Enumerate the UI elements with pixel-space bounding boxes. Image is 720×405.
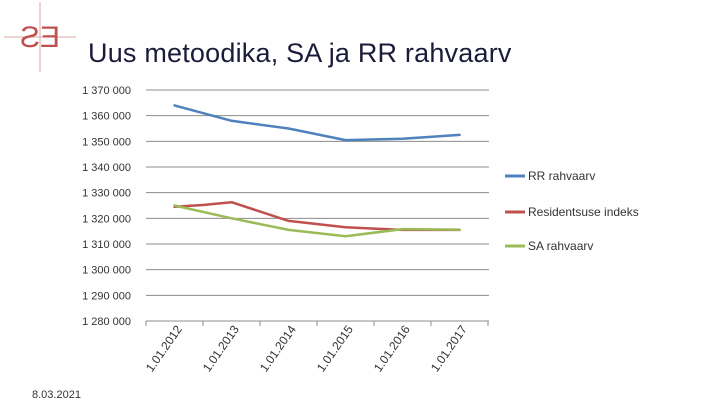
logo-mark: ES	[20, 21, 60, 54]
y-tick-label: 1 350 000	[82, 136, 131, 148]
chart-legend: RR rahvaarv Residentsuse indeks SA rahvaar…	[505, 169, 639, 253]
x-tick-label: 1.01.2013	[200, 322, 242, 374]
legend-label: SA rahvaarv	[528, 239, 593, 253]
x-tick-label: 1.01.2017	[428, 322, 470, 374]
x-tick-label: 1.01.2015	[314, 322, 356, 374]
y-tick-label: 1 280 000	[82, 316, 131, 328]
series-line	[173, 204, 461, 238]
y-tick-label: 1 360 000	[82, 111, 131, 123]
legend-label: RR rahvaarv	[528, 169, 595, 183]
slide-title: Uus metoodika, SA ja RR rahvaarv	[88, 38, 512, 68]
y-tick-label: 1 290 000	[82, 290, 131, 302]
x-tick-label: 1.01.2014	[257, 322, 299, 374]
series-line	[173, 104, 461, 142]
y-tick-label: 1 310 000	[82, 239, 131, 251]
chart-series	[173, 104, 461, 238]
y-tick-label: 1 340 000	[82, 162, 131, 174]
x-tick-label: 1.01.2012	[143, 322, 185, 374]
y-tick-label: 1 300 000	[82, 265, 131, 277]
logo: ES	[0, 0, 80, 75]
y-tick-label: 1 330 000	[82, 188, 131, 200]
slide-date: 8.03.2021	[32, 389, 81, 401]
y-tick-label: 1 370 000	[82, 85, 131, 97]
x-axis-tick-labels: 1.01.2012 1.01.2013 1.01.2014 1.01.2015 1.01…	[143, 322, 470, 374]
y-tick-label: 1 320 000	[82, 213, 131, 225]
x-tick-label: 1.01.2016	[371, 322, 413, 374]
legend-label: Residentsuse indeks	[528, 205, 639, 219]
x-axis	[145, 321, 489, 326]
y-axis-tick-labels: 1 370 000 1 360 000 1 350 000 1 340 000 1 33…	[82, 85, 131, 328]
